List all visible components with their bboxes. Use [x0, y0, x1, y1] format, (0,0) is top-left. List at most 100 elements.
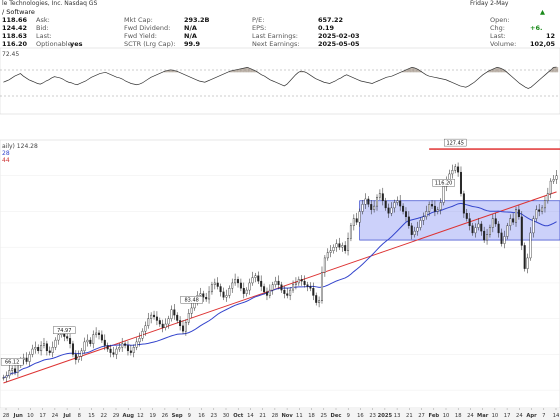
- x-tick-label: 7: [542, 413, 545, 419]
- candle-body: [497, 223, 500, 234]
- candle-body: [231, 282, 234, 289]
- x-tick-label: 23: [369, 413, 376, 419]
- candle-body: [503, 236, 506, 244]
- candle-body: [173, 309, 176, 316]
- candle-body: [373, 205, 376, 210]
- candle-body: [184, 322, 187, 332]
- candle-body: [187, 313, 190, 323]
- candle-body: [83, 341, 86, 352]
- candle-body: [248, 282, 251, 291]
- indicator-panel: 72.45: [0, 47, 560, 115]
- right-last-label: Last:: [490, 32, 506, 40]
- candle-body: [358, 211, 361, 223]
- candle-body: [555, 175, 558, 180]
- price-panel: aily) 124.28 28 44 116.20 83.48 127.45 74.9…: [0, 138, 560, 409]
- x-tick-label: 28: [272, 413, 279, 419]
- candle-body: [280, 284, 283, 291]
- x-tick-label: 10: [492, 413, 499, 419]
- candle-body: [37, 347, 40, 352]
- x-tick-label: 15: [88, 413, 95, 419]
- x-tick-label: Sep: [172, 413, 183, 419]
- indicator-overbought-fill: [251, 69, 255, 73]
- candle-body: [176, 314, 179, 321]
- x-tick-label: 29: [113, 413, 120, 419]
- candle-body: [95, 332, 98, 335]
- quote-optionable-label: Optionable:: [36, 40, 74, 48]
- right-last-value: 12: [546, 32, 556, 40]
- x-tick-label: 12: [137, 413, 144, 419]
- candle-body: [407, 216, 410, 226]
- mktcap-label: Mkt Cap:: [124, 16, 153, 24]
- x-tick-label: 14: [553, 413, 560, 419]
- quote-bid-label: Bid:: [36, 24, 49, 32]
- candle-body: [506, 225, 509, 237]
- candle-body: [34, 347, 37, 350]
- candle-body: [222, 291, 225, 298]
- candle-body: [109, 348, 112, 353]
- candle-body: [40, 345, 43, 352]
- indicator-overbought-fill: [487, 71, 491, 73]
- candle-body: [491, 218, 494, 228]
- x-tick-label: 30: [223, 413, 230, 419]
- callout-box: [53, 326, 76, 334]
- candle-body: [355, 218, 358, 223]
- candle-body: [48, 350, 51, 353]
- candle-body: [268, 289, 271, 296]
- quote-bid-value: 124.42: [2, 24, 28, 32]
- x-tick-label: 10: [443, 413, 450, 419]
- up-arrow-icon: ▲: [540, 8, 545, 16]
- indicator-overbought-fill: [299, 71, 303, 73]
- candle-body: [315, 295, 318, 303]
- candle-body: [376, 196, 379, 207]
- candle-body: [77, 355, 80, 360]
- indicator-overbought-fill: [413, 67, 417, 73]
- candle-body: [167, 318, 170, 325]
- indicator-overbought-fill: [416, 69, 420, 73]
- consolidation-box: [359, 200, 560, 241]
- candle-body: [451, 170, 454, 175]
- yield-value: N/A: [184, 32, 197, 40]
- candle-body: [8, 370, 11, 377]
- candle-body: [538, 209, 541, 212]
- x-tick-label: 22: [100, 413, 107, 419]
- candle-body: [74, 354, 77, 360]
- chg-label: Chg:: [490, 24, 505, 32]
- candle-body: [543, 200, 546, 209]
- candle-body: [121, 343, 124, 348]
- indicator-overbought-fill: [401, 71, 406, 73]
- ma-fast-label: 28: [2, 150, 10, 157]
- candle-body: [239, 282, 242, 289]
- candle-body: [390, 207, 393, 214]
- sector-label: / Software: [2, 8, 35, 16]
- candle-body: [364, 198, 367, 205]
- callout-box: [432, 179, 455, 187]
- candle-body: [352, 218, 355, 226]
- callout-label: 74.97: [57, 328, 71, 334]
- indicator-overbought-fill: [498, 67, 502, 73]
- x-tick-label: Feb: [428, 413, 439, 419]
- candle-body: [92, 334, 95, 344]
- candle-body: [100, 334, 103, 341]
- candle-body: [219, 286, 222, 293]
- candle-body: [520, 216, 523, 246]
- candle-body: [118, 347, 121, 350]
- x-tick-label: 11: [296, 413, 303, 419]
- x-tick-label: Nov: [281, 413, 293, 419]
- candle-body: [16, 364, 19, 373]
- candle-body: [25, 357, 28, 362]
- candle-body: [471, 225, 474, 234]
- volume-label: Volume:: [490, 40, 517, 48]
- x-tick-label: 21: [406, 413, 413, 419]
- x-tick-label: 18: [455, 413, 462, 419]
- indicator-overbought-fill: [228, 71, 232, 73]
- indicator-overbought-fill: [410, 67, 414, 73]
- candle-body: [147, 318, 150, 327]
- candle-body: [396, 200, 399, 203]
- candle-body: [399, 200, 402, 207]
- candle-body: [425, 211, 428, 218]
- candle-body: [213, 282, 216, 285]
- candle-body: [112, 352, 115, 355]
- callout-box: [180, 296, 203, 304]
- candle-body: [54, 339, 57, 348]
- callout-box: [0, 358, 24, 366]
